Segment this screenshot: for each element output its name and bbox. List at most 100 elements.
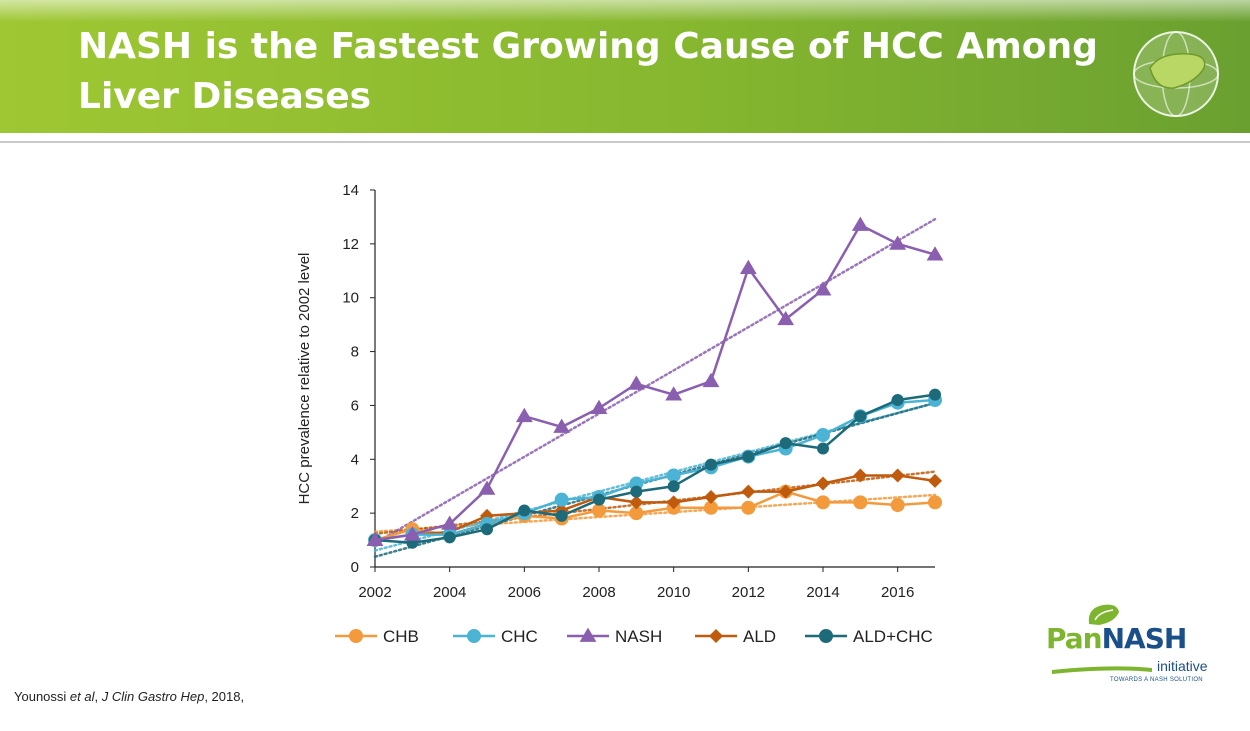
data-point-ald-chc — [667, 480, 680, 493]
data-point-ald — [629, 495, 644, 510]
data-point-ald — [666, 495, 681, 510]
y-tick-label: 0 — [351, 559, 359, 576]
y-tick-label: 8 — [351, 344, 359, 361]
liver-globe-icon — [1133, 31, 1219, 117]
data-point-ald — [778, 484, 793, 499]
data-point-ald — [890, 468, 905, 483]
data-point-ald — [741, 484, 756, 499]
brand-name: PanNASH — [1046, 622, 1188, 655]
data-point-chc — [816, 428, 830, 443]
header-banner: NASH is the Fastest Growing Cause of HCC… — [0, 0, 1250, 133]
data-point-nash — [777, 310, 795, 326]
x-tick-label: 2008 — [582, 584, 615, 601]
x-tick-label: 2014 — [806, 584, 839, 601]
data-point-nash — [478, 480, 496, 495]
y-tick-label: 10 — [342, 290, 359, 307]
y-tick-label: 12 — [342, 236, 359, 253]
series-line-chc — [374, 398, 936, 542]
swoosh-icon — [1052, 666, 1152, 674]
series-line-ald — [374, 474, 936, 542]
y-tick-label: 14 — [342, 182, 359, 199]
x-tick-label: 2006 — [508, 584, 541, 601]
y-tick-label: 4 — [351, 451, 359, 468]
data-point-nash — [441, 515, 459, 530]
citation: Younossi et al, J Clin Gastro Hep, 2018, — [14, 689, 244, 704]
series-line-ald-chc — [374, 393, 936, 545]
legend-label-chc: CHC — [501, 627, 538, 646]
data-point-ald-chc — [518, 504, 531, 517]
data-point-chb — [704, 500, 718, 515]
brand-name-pan: Pan — [1046, 622, 1103, 655]
chart-svg: 0 2 4 6 8 10 12 14 2002 2004 2006 2008 2010 2012 2014 2… — [296, 182, 944, 646]
data-point-ald — [928, 473, 942, 488]
data-point-chb — [629, 506, 644, 521]
data-point-ald-chc — [742, 450, 755, 463]
x-tick-label: 2004 — [433, 584, 466, 601]
data-point-ald-chc — [779, 437, 792, 450]
data-point-ald-chc — [481, 523, 493, 536]
data-point-ald-chc — [817, 442, 829, 455]
data-point-chb — [890, 498, 905, 513]
leaf-drop-icon — [1088, 604, 1119, 625]
citation-year: , 2018, — [204, 689, 245, 704]
y-axis-title: HCC prevalence relative to 2002 level — [296, 253, 313, 505]
data-point-nash — [665, 386, 683, 401]
x-tick-label: 2016 — [881, 584, 914, 601]
y-tick-label: 2 — [351, 505, 359, 522]
legend-marker-ald — [709, 629, 723, 643]
citation-etal: et al — [69, 689, 95, 704]
trendline-nash — [373, 217, 937, 545]
legend-label-chb: CHB — [383, 627, 419, 646]
data-point-ald-chc — [854, 410, 867, 423]
line-chart: 0 2 4 6 8 10 12 14 2002 2004 2006 2008 2010 2012 2014 2… — [285, 170, 975, 670]
data-point-nash — [739, 259, 757, 274]
header-glow — [0, 0, 1250, 22]
data-point-nash — [851, 216, 869, 231]
legend-label-ald-chc: ALD+CHC — [853, 627, 933, 646]
data-point-chb — [592, 503, 606, 518]
data-point-ald — [704, 489, 718, 504]
y-tick-label: 6 — [351, 397, 359, 414]
data-point-nash — [814, 281, 832, 296]
citation-sep: , — [94, 689, 102, 704]
data-point-chc — [554, 492, 569, 507]
legend-label-nash: NASH — [615, 627, 662, 646]
legend-marker-chb — [349, 629, 363, 643]
data-point-nash — [403, 526, 421, 541]
data-point-chb — [741, 500, 756, 515]
citation-journal: J Clin Gastro Hep — [101, 689, 205, 704]
data-point-ald-chc — [891, 394, 904, 407]
data-point-ald-chc — [630, 485, 643, 498]
legend-marker-ald-chc — [819, 629, 833, 643]
x-tick-label: 2002 — [358, 584, 391, 601]
page-title: NASH is the Fastest Growing Cause of HCC… — [78, 26, 1098, 117]
data-point-ald-chc — [705, 458, 717, 471]
data-point-ald — [816, 476, 830, 491]
data-point-nash — [889, 235, 907, 250]
data-point-chb — [853, 495, 868, 510]
header-divider — [0, 141, 1250, 143]
data-point-nash — [515, 407, 533, 423]
data-point-ald-chc — [929, 388, 941, 401]
data-point-ald — [853, 468, 868, 483]
data-point-ald-chc — [593, 493, 605, 506]
pannash-logo: PanNASH initiative TOWARDS A NASH SOLUTI… — [1040, 600, 1220, 690]
data-point-chb — [928, 495, 942, 510]
data-point-nash — [366, 531, 384, 546]
x-tick-label: 2012 — [732, 584, 765, 601]
data-point-nash — [627, 375, 645, 390]
brand-name-nash: NASH — [1101, 622, 1188, 655]
data-point-ald-chc — [443, 531, 456, 544]
x-tick-label: 2010 — [657, 584, 690, 601]
legend-marker-nash — [579, 627, 597, 642]
data-point-nash — [553, 418, 571, 433]
citation-author: Younossi — [14, 689, 70, 704]
data-point-nash — [926, 246, 944, 261]
series-line-nash — [374, 223, 936, 542]
brand-tagline: TOWARDS A NASH SOLUTION — [1110, 677, 1203, 683]
data-point-ald-chc — [555, 509, 568, 522]
legend-label-ald: ALD — [743, 627, 776, 646]
legend-marker-chc — [467, 629, 481, 643]
data-point-nash — [702, 372, 720, 388]
data-point-chb — [816, 495, 830, 510]
